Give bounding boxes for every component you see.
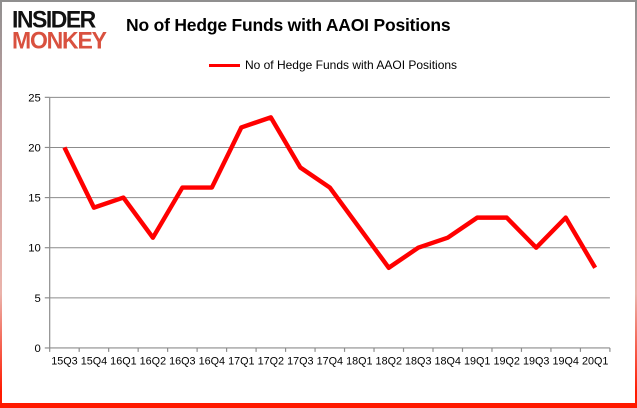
y-tick-label: 5 — [35, 293, 41, 305]
y-tick-label: 15 — [28, 193, 41, 205]
x-tick-label: 17Q3 — [287, 356, 313, 368]
x-tick-label: 18Q2 — [376, 356, 402, 368]
x-tick-label: 15Q3 — [51, 356, 77, 368]
x-tick-label: 18Q1 — [346, 356, 372, 368]
x-tick-label: 17Q4 — [317, 356, 343, 368]
x-tick-label: 15Q4 — [81, 356, 107, 368]
insider-monkey-logo: INSIDER MONKEY — [12, 5, 107, 55]
legend-line-marker — [208, 63, 240, 67]
line-chart-plot-area: 0 5 10 15 20 25 15Q3 15Q4 16Q1 16Q2 16Q3 16Q4 17Q1 17… — [28, 92, 611, 368]
y-tick-label: 25 — [28, 92, 41, 104]
x-tick-label: 16Q4 — [199, 356, 225, 368]
x-tick-label: 16Q1 — [110, 356, 136, 368]
y-tick-label: 20 — [28, 142, 41, 154]
x-tick-label: 18Q3 — [405, 356, 431, 368]
x-tick-label: 19Q4 — [552, 356, 578, 368]
chart-canvas: INSIDER MONKEY No of Hedge Funds with AA… — [2, 2, 635, 403]
x-tick-label: 19Q3 — [523, 356, 549, 368]
x-tick-label: 20Q1 — [582, 356, 608, 368]
legend-label: No of Hedge Funds with AAOI Positions — [244, 58, 458, 72]
x-tick-label: 16Q3 — [169, 356, 195, 368]
y-tick-label: 10 — [28, 243, 41, 255]
x-tick-label: 19Q1 — [464, 356, 490, 368]
x-tick-label: 16Q2 — [140, 356, 166, 368]
logo-line-monkey: MONKEY — [12, 26, 107, 55]
x-tick-label: 18Q4 — [435, 356, 461, 368]
x-tick-label: 17Q1 — [228, 356, 254, 368]
series-line — [62, 115, 598, 270]
chart-title: No of Hedge Funds with AAOI Positions — [126, 15, 451, 35]
y-tick-label: 0 — [35, 343, 41, 355]
legend: No of Hedge Funds with AAOI Positions — [47, 58, 619, 72]
x-tick-label: 17Q2 — [258, 356, 284, 368]
logo-line-insider: INSIDER — [12, 5, 96, 33]
x-tick-label: 19Q2 — [494, 356, 520, 368]
